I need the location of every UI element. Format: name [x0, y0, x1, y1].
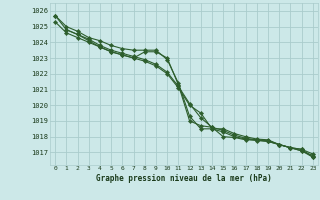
X-axis label: Graphe pression niveau de la mer (hPa): Graphe pression niveau de la mer (hPa)	[96, 174, 272, 183]
